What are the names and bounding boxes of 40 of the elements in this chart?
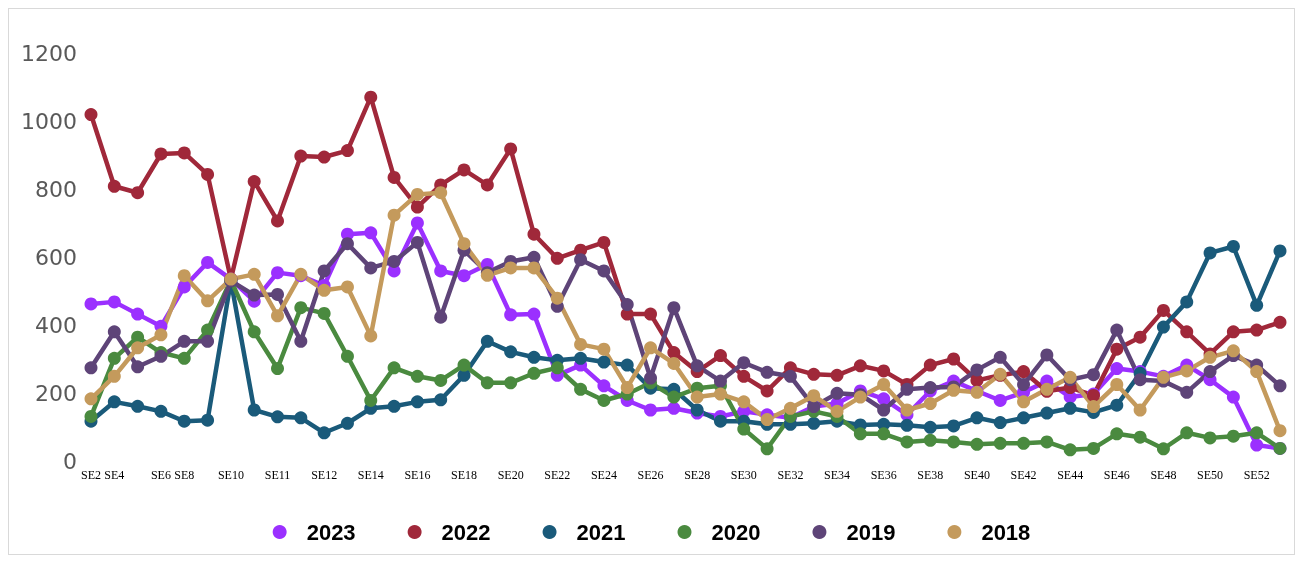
x-tick-label: SE48 <box>1150 468 1177 482</box>
x-tick-label: SE32 <box>777 468 804 482</box>
y-tick-label: 0 <box>63 448 77 474</box>
x-tick-label: SE8 <box>174 468 195 482</box>
x-tick-label: SE20 <box>497 468 524 482</box>
x-tick-label: SE2 <box>80 468 102 482</box>
legend-label: 2018 <box>981 519 1031 545</box>
x-tick-label: SE18 <box>451 468 478 482</box>
x-tick-label: SE44 <box>1057 468 1084 482</box>
x-tick-label: SE6 <box>150 468 171 482</box>
x-tick-label: SE4 <box>104 468 125 482</box>
y-tick-label: 1200 <box>21 40 77 66</box>
legend-label: 2019 <box>846 519 896 545</box>
x-tick-label: SE30 <box>730 468 757 482</box>
y-tick-label: 600 <box>35 244 77 270</box>
x-tick-label: SE11 <box>264 468 291 482</box>
x-tick-label: SE34 <box>824 468 851 482</box>
y-tick-label: 1000 <box>21 108 77 134</box>
x-tick-label: SE26 <box>637 468 664 482</box>
x-tick-label: SE52 <box>1243 468 1270 482</box>
legend-label: 2021 <box>576 519 626 545</box>
x-tick-label: SE24 <box>590 468 617 482</box>
x-tick-label: SE16 <box>404 468 431 482</box>
x-tick-label: SE38 <box>917 468 944 482</box>
y-tick-label: 400 <box>35 312 77 338</box>
x-tick-label: SE42 <box>1010 468 1037 482</box>
y-tick-label: 800 <box>35 176 77 202</box>
x-tick-label: SE28 <box>684 468 711 482</box>
x-tick-label: SE12 <box>311 468 338 482</box>
y-tick-label: 200 <box>35 380 77 406</box>
x-tick-label: SE40 <box>963 468 990 482</box>
x-tick-label: SE36 <box>870 468 897 482</box>
legend-label: 2023 <box>306 519 356 545</box>
legend-label: 2020 <box>711 519 761 545</box>
x-tick-label: SE14 <box>357 468 384 482</box>
x-tick-label: SE46 <box>1103 468 1130 482</box>
x-tick-label: SE10 <box>217 468 244 482</box>
x-tick-label: SE22 <box>544 468 571 482</box>
legend-label: 2022 <box>441 519 491 545</box>
x-tick-label: SE50 <box>1197 468 1224 482</box>
